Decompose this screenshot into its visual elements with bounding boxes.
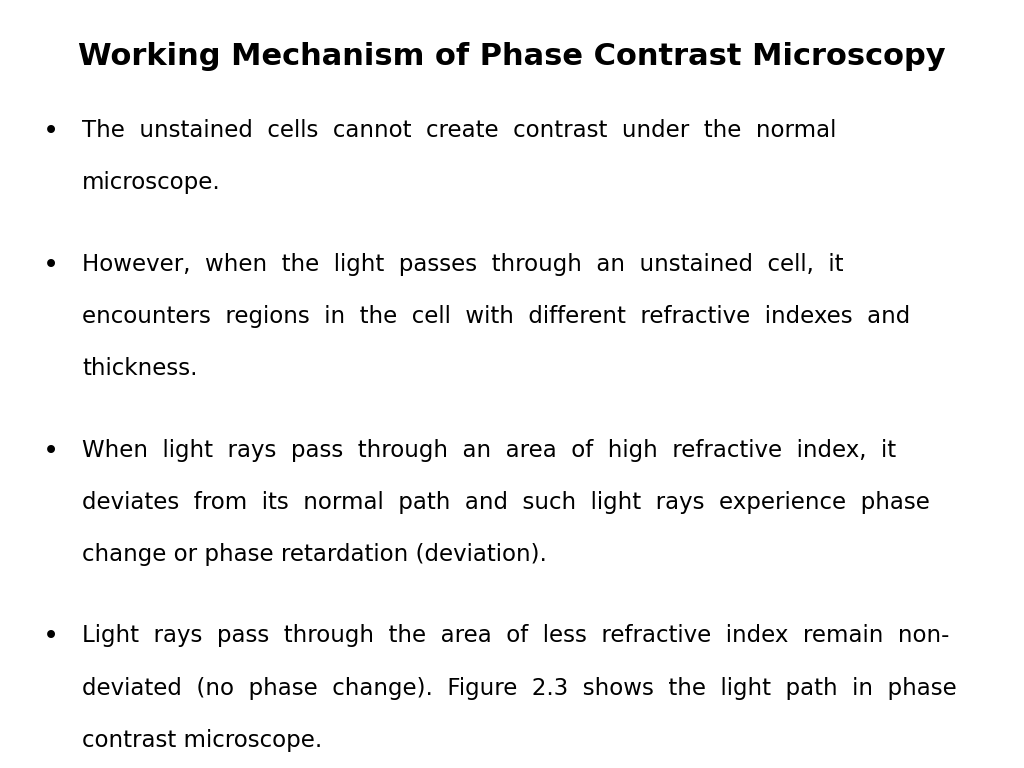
Text: •: • (43, 253, 59, 279)
Text: •: • (43, 624, 59, 650)
Text: microscope.: microscope. (82, 171, 220, 194)
Text: change or phase retardation (deviation).: change or phase retardation (deviation). (82, 543, 547, 566)
Text: thickness.: thickness. (82, 357, 198, 380)
Text: deviates  from  its  normal  path  and  such  light  rays  experience  phase: deviates from its normal path and such l… (82, 491, 930, 514)
Text: Working Mechanism of Phase Contrast Microscopy: Working Mechanism of Phase Contrast Micr… (78, 42, 946, 71)
Text: Light  rays  pass  through  the  area  of  less  refractive  index  remain  non-: Light rays pass through the area of less… (82, 624, 949, 647)
Text: encounters  regions  in  the  cell  with  different  refractive  indexes  and: encounters regions in the cell with diff… (82, 305, 910, 328)
Text: When  light  rays  pass  through  an  area  of  high  refractive  index,  it: When light rays pass through an area of … (82, 439, 896, 462)
Text: contrast microscope.: contrast microscope. (82, 729, 323, 752)
Text: However,  when  the  light  passes  through  an  unstained  cell,  it: However, when the light passes through a… (82, 253, 844, 276)
Text: The  unstained  cells  cannot  create  contrast  under  the  normal: The unstained cells cannot create contra… (82, 119, 837, 142)
Text: •: • (43, 439, 59, 465)
Text: deviated  (no  phase  change).  Figure  2.3  shows  the  light  path  in  phase: deviated (no phase change). Figure 2.3 s… (82, 677, 956, 700)
Text: •: • (43, 119, 59, 145)
